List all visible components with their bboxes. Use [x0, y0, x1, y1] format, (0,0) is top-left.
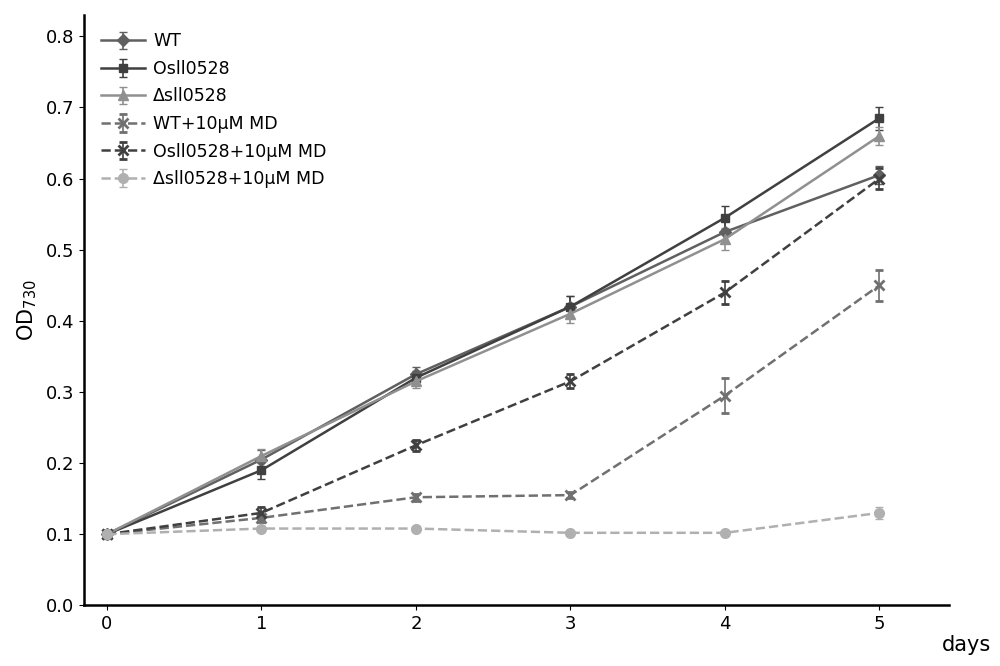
- Y-axis label: OD$_{730}$: OD$_{730}$: [15, 279, 39, 341]
- X-axis label: days: days: [942, 635, 991, 655]
- Legend: WT, Osll0528, Δsll0528, WT+10μM MD, Osll0528+10μM MD, Δsll0528+10μM MD: WT, Osll0528, Δsll0528, WT+10μM MD, Osll…: [92, 24, 335, 196]
